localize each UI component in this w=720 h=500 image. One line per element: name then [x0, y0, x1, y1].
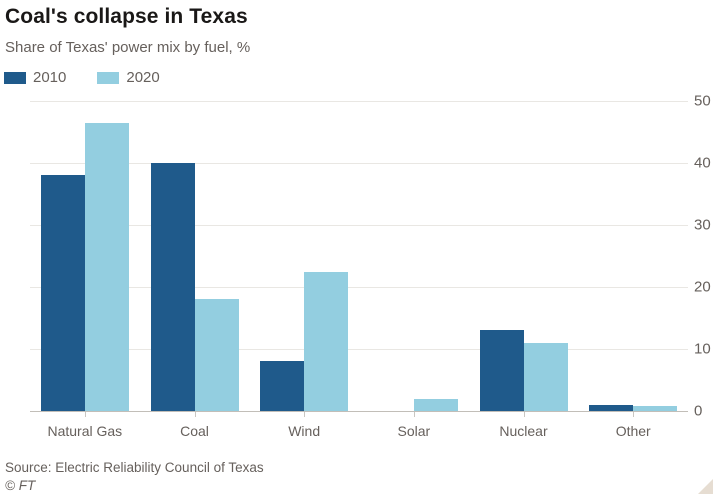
bar-2010-natural-gas — [40, 175, 85, 411]
bar-2010-coal — [150, 163, 195, 411]
chart-subtitle: Share of Texas' power mix by fuel, % — [5, 39, 251, 56]
x-tick-coal — [194, 412, 196, 417]
gridline-30 — [30, 225, 688, 226]
source-note: Source: Electric Reliability Council of … — [5, 460, 264, 475]
bar-group-coal: Coal — [140, 101, 250, 439]
x-label-solar: Solar — [397, 423, 431, 439]
bar-2020-solar — [413, 398, 458, 411]
legend-swatch-2010-icon — [4, 71, 26, 84]
x-label-natural-gas: Natural Gas — [47, 423, 123, 439]
legend-item-2010: 2010 — [4, 69, 66, 86]
chart-title: Coal's collapse in Texas — [5, 5, 248, 28]
bar-2020-natural-gas — [84, 122, 129, 411]
y-tick-label-40: 40 — [694, 154, 711, 172]
y-tick-label-0: 0 — [694, 402, 703, 420]
gridline-40 — [30, 163, 688, 164]
bar-group-wind: Wind — [249, 101, 359, 439]
bar-group-natural-gas: Natural Gas — [30, 101, 140, 439]
gridline-20 — [30, 287, 688, 288]
x-tick-nuclear — [523, 412, 525, 417]
legend-item-2020: 2020 — [97, 69, 160, 86]
y-tick-label-20: 20 — [694, 278, 711, 296]
x-label-coal: Coal — [180, 423, 209, 439]
y-tick-label-50: 50 — [694, 92, 711, 110]
bar-2020-wind — [304, 271, 349, 411]
bar-group-solar: Solar — [359, 101, 469, 439]
legend-label-2020: 2020 — [126, 69, 160, 86]
plot-area: Natural Gas Coal Wind Solar Nuclear Other — [30, 101, 688, 439]
x-tick-other — [633, 412, 635, 417]
chart-legend: 2010 2020 — [4, 69, 160, 86]
x-label-wind: Wind — [288, 423, 321, 439]
x-label-nuclear: Nuclear — [499, 423, 548, 439]
bar-2020-nuclear — [523, 342, 568, 411]
bar-2010-nuclear — [479, 330, 524, 411]
x-tick-natural-gas — [84, 412, 86, 417]
resize-corner-icon — [698, 479, 713, 494]
bar-2010-other — [589, 404, 634, 411]
gridline-50 — [30, 101, 688, 102]
ft-copyright: © FT — [5, 478, 36, 493]
x-tick-wind — [304, 412, 306, 417]
gridline-10 — [30, 349, 688, 350]
bar-2020-other — [633, 406, 678, 411]
bar-group-nuclear: Nuclear — [469, 101, 579, 439]
y-tick-label-30: 30 — [694, 216, 711, 234]
x-label-other: Other — [615, 423, 651, 439]
bar-group-other: Other — [578, 101, 688, 439]
x-tick-solar — [413, 412, 415, 417]
y-tick-label-10: 10 — [694, 340, 711, 358]
bar-2020-coal — [194, 299, 239, 411]
legend-swatch-2020-icon — [97, 71, 120, 84]
legend-label-2010: 2010 — [33, 69, 67, 86]
bar-2010-wind — [260, 361, 305, 411]
